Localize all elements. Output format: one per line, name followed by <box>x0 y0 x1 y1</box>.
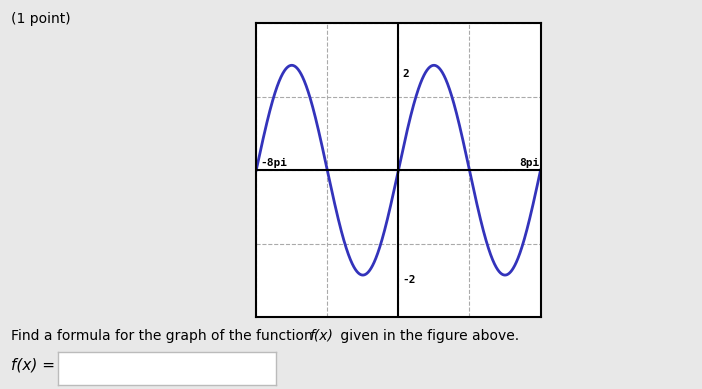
Text: -8pi: -8pi <box>260 158 288 168</box>
Text: f(x) =: f(x) = <box>11 358 55 373</box>
Text: f(x): f(x) <box>309 329 333 343</box>
Text: (1 point): (1 point) <box>11 12 70 26</box>
Text: 2: 2 <box>403 69 409 79</box>
Text: Find a formula for the graph of the function: Find a formula for the graph of the func… <box>11 329 317 343</box>
Text: 8pi: 8pi <box>519 158 539 168</box>
Text: -2: -2 <box>403 275 416 285</box>
Text: given in the figure above.: given in the figure above. <box>336 329 519 343</box>
